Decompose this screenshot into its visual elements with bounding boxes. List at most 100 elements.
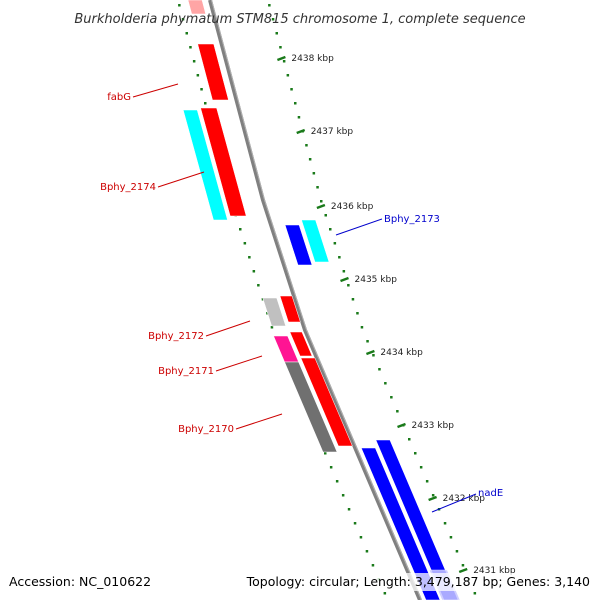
gene-label-leader [431,493,477,513]
kbp-tick-mark [316,203,326,210]
scale-dot [290,88,293,91]
scale-dot [431,494,435,497]
accession-text: Accession: NC_010622 [9,574,151,589]
kbp-tick-mark [428,495,438,502]
fabG-gene [197,43,229,101]
scale-dot [200,88,203,91]
scale-dot [351,298,355,301]
scale-dot [204,102,207,105]
scale-dot [347,284,350,287]
scale-dot [185,32,188,35]
scale-dot [279,46,282,49]
scale-dot [449,536,453,539]
bphy-2170-gene [300,357,353,447]
scale-dot [384,382,387,385]
scale-dot [268,4,271,7]
gene-label-leader [132,83,179,98]
gene-label: Bphy_2172 [148,331,204,342]
kbp-tick-label: 2437 kbp [311,127,354,137]
kbp-tick-label: 2433 kbp [412,421,455,431]
nadE-gene [360,447,441,600]
kbp-tick-label: 2434 kbp [380,348,423,358]
scale-dot [473,592,477,595]
scale-dot [286,74,290,77]
chromosome-backbone [208,0,422,600]
bphy-2173-cog-block [301,219,330,263]
gene-label-leader [215,355,263,372]
gene-label: Bphy_2171 [158,366,214,377]
scale-dot [316,186,319,189]
kbp-tick-label: 2436 kbp [331,202,374,212]
scale-dot [353,522,357,525]
scale-dot [275,32,278,35]
bphy-2170-cog-block [284,361,338,453]
gene-label-layer: fabG Bphy_2174 Bphy_2173 Bphy_2172 Bphy_2171… [100,83,600,591]
scale-dot [443,522,447,525]
scale-dot [294,102,297,105]
scale-dot [419,466,423,469]
scale-dot [308,158,312,161]
scale-dot [408,438,411,441]
scale-dot [335,480,339,483]
gene-label-leader [335,218,383,236]
summary-text: Topology: circular; Length: 3,479,187 bp… [246,574,590,589]
footer-backing [255,573,600,591]
scale-dot [329,466,333,469]
scale-dot [196,74,200,77]
scale-dot [390,396,393,399]
kbp-tick-mark [340,276,349,283]
kbp-tick-mark [458,567,468,574]
scale-dot [324,214,327,217]
scale-dot [252,270,256,273]
kbp-tick-label: 2438 kbp [291,54,334,64]
gene-label-leader [235,413,283,430]
scale-dot [271,18,275,21]
gene-label-leader [205,320,251,337]
chromosome-backbone-highlight [211,0,422,600]
bphy-2174-gene [200,107,247,217]
scale-dot [425,480,429,483]
scale-dot [359,536,363,539]
scale-dot [305,144,308,147]
scale-dot [248,256,251,259]
kbp-tick-mark [296,128,306,135]
scale-dot [356,312,359,315]
bphy-2171-gene [289,331,313,357]
gene-top-fragment [187,0,207,15]
scale-dot [378,368,381,371]
map-title: Burkholderia phymatum STM815 chromosome … [74,12,525,27]
kbp-tick-label: 2435 kbp [355,275,398,285]
kbp-tick-mark [276,55,286,62]
gene-label: nadE [478,488,503,499]
scale-dot [282,60,286,63]
scale-dot [297,116,301,119]
genes-layer [182,0,461,600]
bphy-2173-gene [284,224,313,266]
scale-dot [366,340,369,343]
gene-label: fabG [107,92,131,103]
scale-dot [320,200,323,203]
gene-label-leader [157,171,205,188]
scale-dot [329,228,332,231]
scale-dot [383,592,387,595]
scale-dot [372,354,375,357]
scale-dot [341,494,345,497]
scale-dot [324,452,327,455]
scale-dot [257,284,260,287]
backbone-layer [208,0,422,600]
scale-dot [338,256,341,259]
scale-dot [347,508,351,511]
scale-dot [396,410,399,413]
gene-label: Bphy_2170 [178,424,234,435]
scale-dot [333,242,337,245]
scale-dot [365,550,369,553]
scale-dot [192,60,196,63]
scale-dot [312,172,316,175]
scale-dot [342,270,346,273]
scale-dot [243,242,247,245]
scale-dot [181,18,185,21]
scale-dot [414,452,417,455]
scale-dot [189,46,192,49]
bphy-2172-gene [279,295,301,323]
